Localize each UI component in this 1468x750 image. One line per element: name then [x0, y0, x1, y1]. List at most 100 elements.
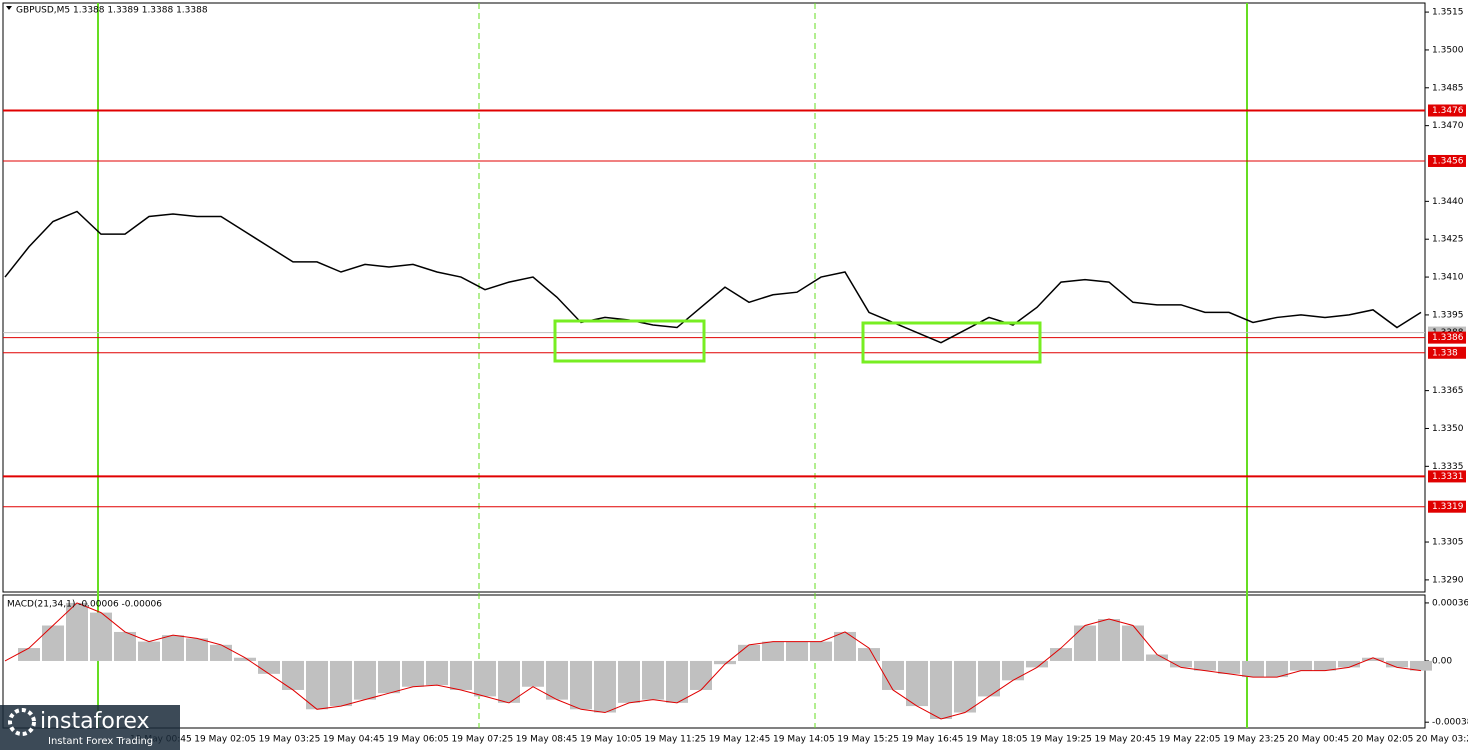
macd-bar	[1338, 660, 1360, 668]
x-tick-label: 19 May 11:25	[644, 735, 706, 745]
macd-bar	[162, 635, 184, 661]
macd-bar	[1362, 657, 1384, 661]
macd-bar	[834, 631, 856, 661]
macd-bar	[1314, 660, 1336, 671]
logo-text: instaforex	[40, 709, 150, 734]
x-tick-label: 19 May 20:45	[1095, 735, 1157, 745]
x-tick-label: 19 May 10:05	[580, 735, 642, 745]
level-tag	[1428, 470, 1466, 483]
macd-bar	[1002, 660, 1024, 681]
main-frame	[2, 2, 1426, 593]
macd-bar	[450, 660, 472, 690]
y-tick-label: 1.3335	[1432, 462, 1464, 472]
macd-bar	[1122, 625, 1144, 661]
y-tick-label: 1.3425	[1432, 235, 1464, 245]
y-tick-label: 1.3410	[1432, 273, 1464, 283]
macd-bar	[90, 612, 112, 661]
macd-bar	[762, 641, 784, 661]
macd-bar	[1170, 660, 1192, 668]
macd-bar	[642, 660, 664, 700]
x-tick-label: 19 May 03:25	[259, 735, 321, 745]
y-tick-label: 1.3440	[1432, 197, 1464, 207]
level-tag	[1428, 154, 1466, 167]
macd-bar	[210, 644, 232, 661]
level-label: 1.3456	[1432, 156, 1464, 166]
y-tick-label: 1.3500	[1432, 45, 1464, 55]
macd-bar	[930, 660, 952, 719]
macd-bar	[1266, 660, 1288, 678]
y-tick-label: 1.3365	[1432, 386, 1464, 396]
x-tick-label: 19 May 16:45	[902, 735, 964, 745]
logo-tagline: Instant Forex Trading	[48, 736, 153, 747]
x-tick-label: 20 May 02:05	[1352, 735, 1414, 745]
macd-bar	[978, 660, 1000, 697]
macd-bar	[1098, 619, 1120, 661]
x-tick-label: 20 May 00:45	[1287, 735, 1349, 745]
macd-bar	[330, 660, 352, 707]
x-tick-label: 19 May 23:25	[1223, 735, 1285, 745]
x-tick-label: 19 May 07:25	[452, 735, 514, 745]
macd-bar	[498, 660, 520, 703]
macd-bar	[66, 602, 88, 661]
macd-bar	[402, 660, 424, 687]
macd-bar	[1218, 660, 1240, 674]
macd-bar	[282, 660, 304, 690]
price-line	[4, 210, 1422, 344]
chart-title: GBPUSD,M5 1.3388 1.3389 1.3388 1.3388	[16, 6, 208, 16]
macd-bar	[114, 631, 136, 661]
macd-bar	[474, 660, 496, 697]
macd-bar	[690, 660, 712, 690]
macd-bar	[786, 641, 808, 661]
macd-bar	[666, 660, 688, 703]
macd-title: MACD(21,34,1) -0.00006 -0.00006	[7, 600, 162, 610]
menu-triangle	[6, 6, 12, 10]
level-label: 1.338	[1432, 348, 1458, 358]
x-tick-label: 19 May 19:25	[1030, 735, 1092, 745]
macd-bar	[882, 660, 904, 690]
macd-bar	[594, 660, 616, 713]
macd-bar	[306, 660, 328, 710]
x-tick-label: 19 May 06:05	[387, 735, 449, 745]
macd-bar	[234, 657, 256, 661]
y-tick-label: 1.3395	[1432, 310, 1464, 320]
macd-bar	[858, 648, 880, 661]
x-tick-label: 19 May 18:05	[966, 735, 1028, 745]
macd-bar	[138, 641, 160, 661]
level-tag	[1428, 331, 1466, 344]
level-label: 1.3319	[1432, 502, 1464, 512]
y-tick-label: -0.00038	[1432, 718, 1468, 728]
macd-bar	[810, 641, 832, 661]
highlight-box	[861, 321, 1042, 364]
level-label: 1.3331	[1432, 472, 1464, 482]
macd-bar	[1290, 660, 1312, 671]
y-tick-label: 1.3470	[1432, 121, 1464, 131]
x-tick-label: 19 May 08:45	[516, 735, 578, 745]
y-tick-label: 0.00036	[1432, 598, 1468, 608]
macd-bar	[522, 660, 544, 687]
y-tick-label: 0.00	[1432, 656, 1452, 666]
x-tick-label: 19 May 14:05	[773, 735, 835, 745]
y-tick-label: 1.3290	[1432, 575, 1464, 585]
macd-bar	[738, 644, 760, 661]
x-tick-label: 19 May 12:45	[709, 735, 771, 745]
macd-bar	[1386, 660, 1408, 668]
macd-bar	[1050, 648, 1072, 661]
level-tag	[1428, 104, 1466, 117]
level-tag	[1428, 500, 1466, 513]
level-tag	[1428, 346, 1466, 359]
y-tick-label: 1.3515	[1432, 8, 1464, 18]
macd-bar	[42, 625, 64, 661]
x-tick-label: 19 May 15:25	[837, 735, 899, 745]
macd-bar	[906, 660, 928, 707]
macd-bar	[546, 660, 568, 700]
macd-bar	[618, 660, 640, 703]
macd-bar	[258, 660, 280, 674]
macd-bar	[354, 660, 376, 700]
highlight-box	[553, 319, 706, 363]
macd-bar	[1242, 660, 1264, 678]
x-tick-label: 19 May 02:05	[194, 735, 256, 745]
macd-bar	[714, 660, 736, 665]
macd-bar	[426, 660, 448, 686]
x-tick-label: 20 May 03:25	[1416, 735, 1468, 745]
